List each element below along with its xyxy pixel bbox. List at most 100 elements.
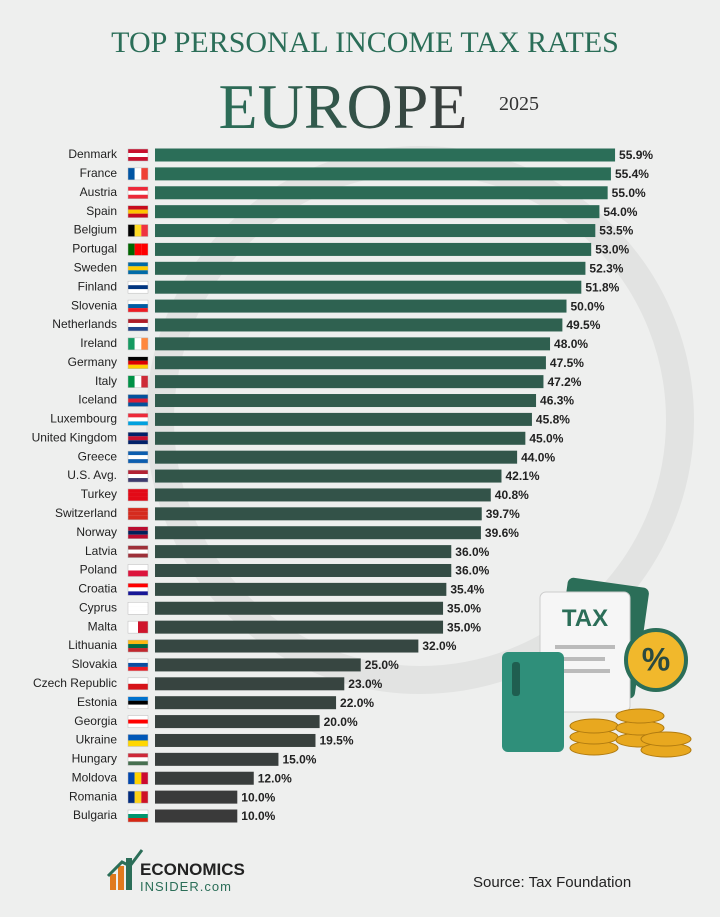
- category-label: Germany: [68, 355, 117, 369]
- flag-stripe: [128, 413, 148, 418]
- category-label: Spain: [86, 204, 117, 218]
- flag-stripe: [128, 696, 148, 701]
- flag-stripe: [128, 591, 148, 596]
- category-label: Portugal: [72, 242, 117, 256]
- flag-border: [127, 413, 149, 426]
- value-label: 32.0%: [422, 639, 456, 653]
- flag-stripe: [128, 375, 135, 388]
- bar: [155, 356, 546, 370]
- flag-stripe: [128, 326, 148, 331]
- category-label: Switzerland: [55, 506, 117, 520]
- value-label: 36.0%: [455, 564, 489, 578]
- category-label: U.S. Avg.: [67, 468, 117, 482]
- flag-stripe: [128, 549, 148, 554]
- flag-stripe: [128, 791, 135, 804]
- flag-stripe: [128, 478, 148, 483]
- category-label: Ireland: [80, 336, 117, 350]
- flag-stripe: [128, 553, 148, 558]
- flag-border: [127, 299, 149, 313]
- percent-coin: [624, 628, 688, 692]
- flag-stripe: [128, 243, 135, 256]
- flag-border: [127, 205, 149, 218]
- flag-stripe: [128, 644, 148, 649]
- value-label: 23.0%: [348, 677, 382, 691]
- flag-stripe: [128, 308, 148, 313]
- flag-stripe: [128, 610, 148, 615]
- value-label: 35.0%: [447, 620, 481, 634]
- chart-title: TOP PERSONAL INCOME TAX RATES: [111, 26, 619, 59]
- value-label: 40.8%: [495, 488, 529, 502]
- bar: [155, 545, 452, 559]
- logo-bar: [118, 866, 124, 890]
- flag-border: [127, 507, 149, 521]
- flag-stripe: [128, 300, 148, 305]
- value-label: 36.0%: [455, 545, 489, 559]
- value-label: 46.3%: [540, 394, 574, 408]
- bar: [155, 394, 537, 408]
- value-label: 55.0%: [612, 186, 646, 200]
- category-label: Belgium: [74, 223, 117, 237]
- category-label: Norway: [76, 525, 117, 539]
- flag-stripe: [128, 602, 148, 607]
- flag-border: [127, 375, 149, 388]
- flag-stripe: [128, 440, 148, 445]
- bar: [155, 148, 616, 162]
- flag-border: [127, 583, 149, 596]
- value-label: 19.5%: [319, 734, 353, 748]
- flag-stripe: [141, 375, 148, 388]
- flag-border: [127, 469, 149, 483]
- category-label: Turkey: [81, 487, 117, 501]
- flag-stripe: [128, 224, 135, 237]
- flag-stripe: [128, 270, 148, 275]
- flag-border: [127, 602, 149, 615]
- flag-stripe: [128, 496, 148, 501]
- flag-border: [127, 753, 149, 766]
- bar: [155, 337, 551, 351]
- flag-stripe: [134, 167, 142, 180]
- doc-line: [555, 645, 615, 649]
- flag-stripe: [128, 205, 148, 210]
- bar: [155, 620, 444, 634]
- category-label: Estonia: [77, 695, 117, 709]
- flag-stripe: [128, 194, 148, 199]
- category-label: Iceland: [78, 393, 117, 407]
- logo-bar: [110, 874, 116, 890]
- bar: [155, 412, 532, 426]
- flag-stripe: [128, 587, 148, 592]
- category-label: Cyprus: [79, 600, 117, 614]
- flag-border: [127, 734, 149, 747]
- logo-line1: ECONOMICS: [140, 860, 245, 879]
- flag-stripe: [128, 488, 148, 493]
- flag-stripe: [128, 810, 148, 815]
- flag-stripe: [128, 662, 148, 667]
- value-label: 53.0%: [595, 243, 629, 257]
- category-label: Denmark: [68, 147, 118, 161]
- flag-stripe: [128, 394, 148, 399]
- bar: [155, 224, 596, 238]
- value-label: 39.6%: [485, 526, 519, 540]
- flag-border: [127, 148, 149, 162]
- doc-line: [555, 669, 610, 673]
- flag-stripe: [128, 723, 148, 728]
- flag-stripe: [128, 262, 148, 267]
- flag-stripe: [128, 734, 148, 741]
- flag-stripe: [128, 658, 148, 663]
- value-label: 55.4%: [615, 167, 649, 181]
- flag-border: [127, 620, 149, 634]
- flag-stripe: [128, 474, 148, 479]
- value-label: 10.0%: [241, 790, 275, 804]
- value-label: 47.5%: [550, 356, 584, 370]
- flag-stripe: [128, 492, 148, 497]
- category-label: Lithuania: [68, 638, 117, 652]
- flag-stripe: [128, 318, 148, 323]
- flag-stripe: [128, 337, 135, 350]
- flag-stripe: [128, 186, 148, 191]
- bar: [155, 601, 444, 615]
- value-label: 22.0%: [340, 696, 374, 710]
- flag-stripe: [128, 432, 148, 437]
- flag-stripe: [128, 157, 148, 161]
- flag-border: [127, 639, 149, 653]
- flag-stripe: [128, 167, 135, 180]
- flag-stripe: [128, 715, 148, 720]
- flag-stripe: [128, 666, 148, 671]
